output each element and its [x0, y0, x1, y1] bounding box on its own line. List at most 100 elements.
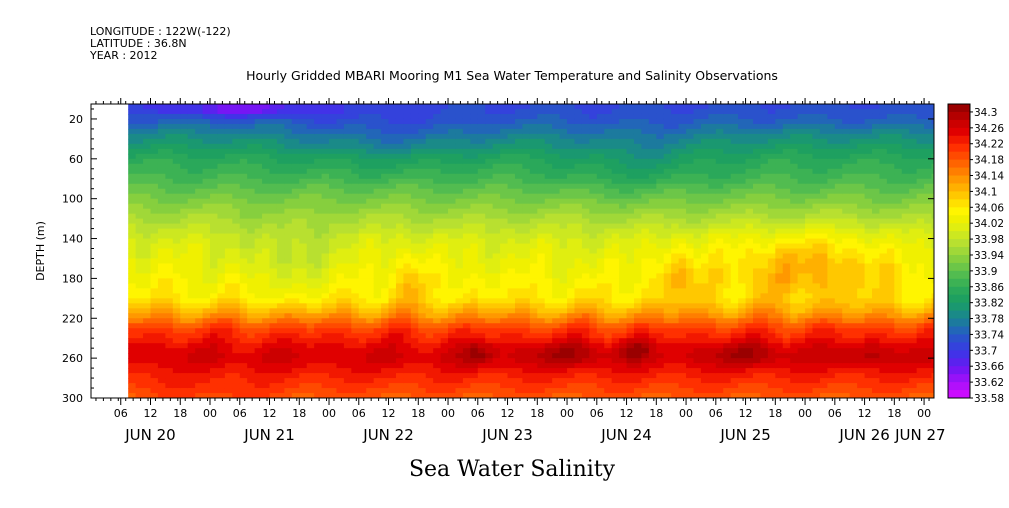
heatmap-cell — [648, 298, 657, 304]
heatmap-cell — [165, 148, 174, 155]
heatmap-cell — [425, 353, 434, 359]
heatmap-cell — [619, 278, 628, 284]
heatmap-cell — [723, 263, 732, 270]
heatmap-cell — [641, 203, 650, 210]
heatmap-cell — [172, 358, 181, 364]
heatmap-cell — [485, 183, 494, 190]
heatmap-cell — [738, 228, 747, 235]
heatmap-cell — [232, 288, 241, 294]
heatmap-cell — [150, 168, 159, 175]
heatmap-cell — [514, 238, 524, 245]
heatmap-cell — [329, 123, 338, 130]
heatmap-cell — [738, 163, 747, 170]
heatmap-cell — [150, 278, 159, 284]
heatmap-cell — [514, 178, 524, 185]
heatmap-cell — [329, 298, 338, 304]
heatmap-cell — [745, 393, 754, 398]
heatmap-cell — [157, 223, 166, 230]
heatmap-cell — [299, 283, 308, 289]
heatmap-cell — [410, 363, 419, 369]
heatmap-cell — [202, 258, 211, 265]
heatmap-cell — [276, 228, 285, 235]
heatmap-cell — [485, 104, 494, 110]
heatmap-cell — [418, 393, 427, 398]
heatmap-cell — [604, 383, 613, 389]
heatmap-cell — [470, 368, 479, 374]
heatmap-cell — [500, 133, 509, 140]
heatmap-cell — [329, 323, 338, 329]
heatmap-cell — [738, 133, 747, 140]
heatmap-cell — [626, 198, 635, 205]
heatmap-cell — [403, 198, 412, 205]
heatmap-cell — [574, 328, 583, 334]
heatmap-cell — [314, 278, 323, 284]
heatmap-cell — [150, 178, 159, 185]
heatmap-cell — [485, 318, 494, 324]
heatmap-cell — [641, 193, 650, 200]
heatmap-cell — [314, 383, 323, 389]
heatmap-cell — [128, 113, 137, 120]
heatmap-cell — [210, 223, 219, 230]
heatmap-cell — [730, 143, 739, 150]
heatmap-cell — [433, 383, 442, 389]
heatmap-cell — [172, 298, 181, 304]
heatmap-cell — [351, 278, 360, 284]
heatmap-cell — [381, 258, 390, 265]
heatmap-cell — [247, 208, 256, 215]
heatmap-cell — [254, 104, 263, 110]
heatmap-cell — [314, 178, 323, 185]
heatmap-cell — [492, 104, 501, 110]
heatmap-cell — [529, 308, 538, 314]
heatmap-cell — [150, 288, 159, 294]
heatmap-cell — [581, 253, 590, 260]
heatmap-cell — [604, 293, 613, 299]
heatmap-cell — [410, 333, 419, 339]
heatmap-cell — [715, 308, 724, 314]
heatmap-cell — [604, 263, 613, 270]
heatmap-cell — [507, 263, 516, 270]
heatmap-cell — [708, 268, 717, 275]
heatmap-cell — [381, 198, 390, 205]
heatmap-cell — [128, 383, 137, 389]
heatmap-cell — [529, 343, 538, 349]
heatmap-cell — [626, 228, 635, 235]
heatmap-cell — [284, 248, 293, 255]
heatmap-cell — [730, 313, 739, 319]
heatmap-cell — [440, 368, 449, 374]
heatmap-cell — [276, 178, 285, 185]
heatmap-cell — [210, 104, 219, 110]
heatmap-cell — [529, 263, 538, 270]
heatmap-cell — [143, 288, 152, 294]
heatmap-cell — [187, 258, 196, 265]
heatmap-cell — [195, 158, 204, 165]
heatmap-cell — [336, 233, 345, 240]
heatmap-cell — [239, 104, 248, 110]
heatmap-cell — [224, 268, 233, 275]
heatmap-cell — [403, 353, 412, 359]
heatmap-cell — [462, 373, 471, 379]
heatmap-cell — [693, 143, 702, 150]
heatmap-cell — [381, 228, 390, 235]
heatmap-cell — [522, 328, 531, 334]
heatmap-cell — [641, 233, 650, 240]
heatmap-cell — [381, 308, 390, 314]
heatmap-cell — [381, 223, 390, 230]
heatmap-cell — [514, 203, 524, 210]
heatmap-cell — [210, 278, 219, 284]
heatmap-cell — [633, 228, 643, 235]
heatmap-cell — [321, 243, 330, 250]
heatmap-cell — [567, 313, 576, 319]
heatmap-cell — [678, 188, 687, 195]
heatmap-cell — [276, 173, 285, 180]
heatmap-cell — [388, 218, 397, 225]
heatmap-cell — [381, 283, 390, 289]
heatmap-cell — [433, 104, 442, 110]
heatmap-cell — [210, 353, 219, 359]
heatmap-cell — [381, 133, 390, 140]
heatmap-cell — [150, 383, 159, 389]
heatmap-cell — [306, 293, 315, 299]
heatmap-cell — [470, 343, 479, 349]
heatmap-cell — [210, 253, 219, 260]
heatmap-cell — [276, 188, 285, 195]
heatmap-cell — [700, 203, 709, 210]
